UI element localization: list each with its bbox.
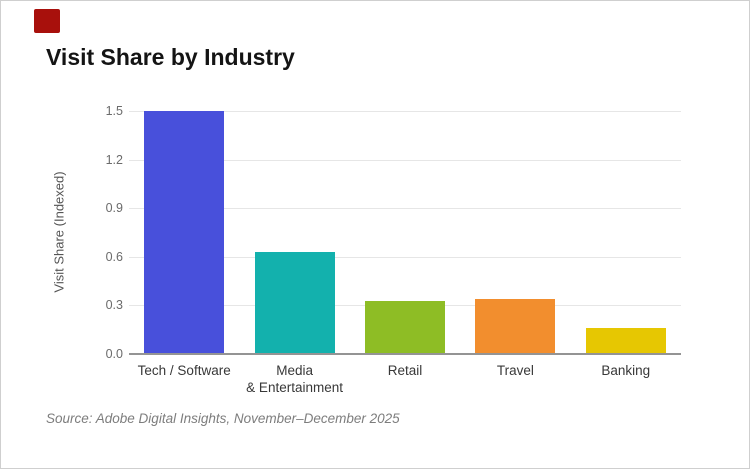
y-axis-title: Visit Share (Indexed) — [51, 171, 67, 293]
x-category-label: Travel — [496, 363, 534, 378]
source-note: Source: Adobe Digital Insights, November… — [46, 411, 400, 426]
x-category-label: Banking — [601, 363, 651, 378]
y-tick-label: 1.5 — [105, 104, 123, 118]
bar-media — [254, 251, 335, 354]
bar-tech-software — [144, 111, 225, 354]
bar-retail — [365, 300, 445, 354]
y-tick-label: 1.2 — [105, 152, 123, 167]
x-category-label: Media & Entertainment — [246, 363, 343, 395]
y-tick-label: 0.3 — [105, 298, 123, 313]
bar-travel — [475, 298, 556, 354]
x-axis-line — [129, 353, 681, 355]
gridline — [129, 256, 681, 258]
x-category-label: Tech / Software — [137, 363, 231, 378]
bar-banking — [585, 328, 666, 354]
adobe-logo-icon — [34, 9, 60, 33]
gridline — [129, 208, 681, 210]
y-tick-label: 0.9 — [105, 201, 123, 216]
gridline — [129, 111, 681, 112]
gridline — [129, 159, 681, 161]
x-category-label: Retail — [387, 363, 423, 378]
y-tick-label: 0.6 — [105, 249, 123, 264]
y-tick-label: 0.0 — [105, 347, 123, 361]
chart-title: Visit Share by Industry — [46, 44, 295, 70]
